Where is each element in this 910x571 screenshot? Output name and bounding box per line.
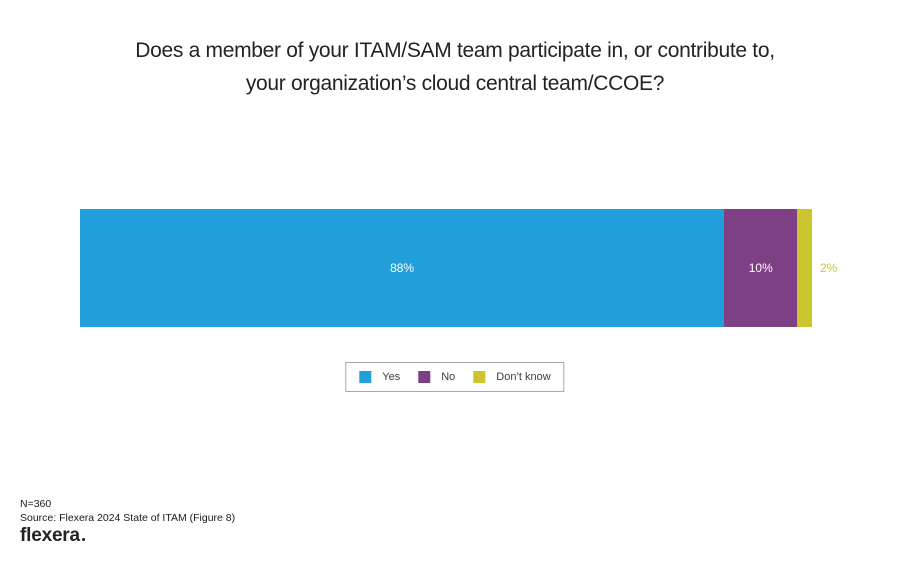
chart-title: Does a member of your ITAM/SAM team part…	[0, 34, 910, 100]
legend-swatch-dontknow	[473, 371, 486, 383]
chart-title-line1: Does a member of your ITAM/SAM team part…	[135, 39, 775, 62]
legend-swatch-no	[418, 371, 431, 383]
legend-item-no: No	[418, 371, 455, 383]
legend-label-dontknow: Don’t know	[496, 371, 551, 383]
source-note: Source: Flexera 2024 State of ITAM (Figu…	[20, 512, 236, 524]
bar-segment-dontknow-label: 2%	[820, 261, 838, 275]
legend-item-yes: Yes	[359, 371, 400, 383]
legend-swatch-yes	[359, 371, 372, 383]
sample-size-note: N=360	[20, 498, 52, 510]
stacked-bar: 88% 10%	[80, 209, 812, 327]
bar-segment-yes-label: 88%	[390, 261, 415, 275]
legend-label-yes: Yes	[382, 371, 401, 383]
flexera-logo-dot-icon	[81, 538, 85, 541]
flexera-logo: flexera	[20, 525, 235, 546]
bar-segment-no: 10%	[724, 209, 798, 327]
flexera-logo-text: flexera	[20, 525, 80, 546]
legend-item-dontknow: Don’t know	[473, 371, 551, 383]
legend-label-no: No	[441, 371, 456, 383]
footer: N=360 Source: Flexera 2024 State of ITAM…	[20, 497, 236, 546]
legend: Yes No Don’t know	[345, 362, 565, 392]
stacked-bar-row: 88% 10% 2%	[80, 209, 837, 327]
chart-title-line2: your organization’s cloud central team/C…	[245, 72, 665, 95]
bar-segment-yes: 88%	[80, 209, 725, 327]
bar-segment-dontknow	[797, 209, 812, 327]
bar-segment-no-label: 10%	[748, 261, 773, 275]
